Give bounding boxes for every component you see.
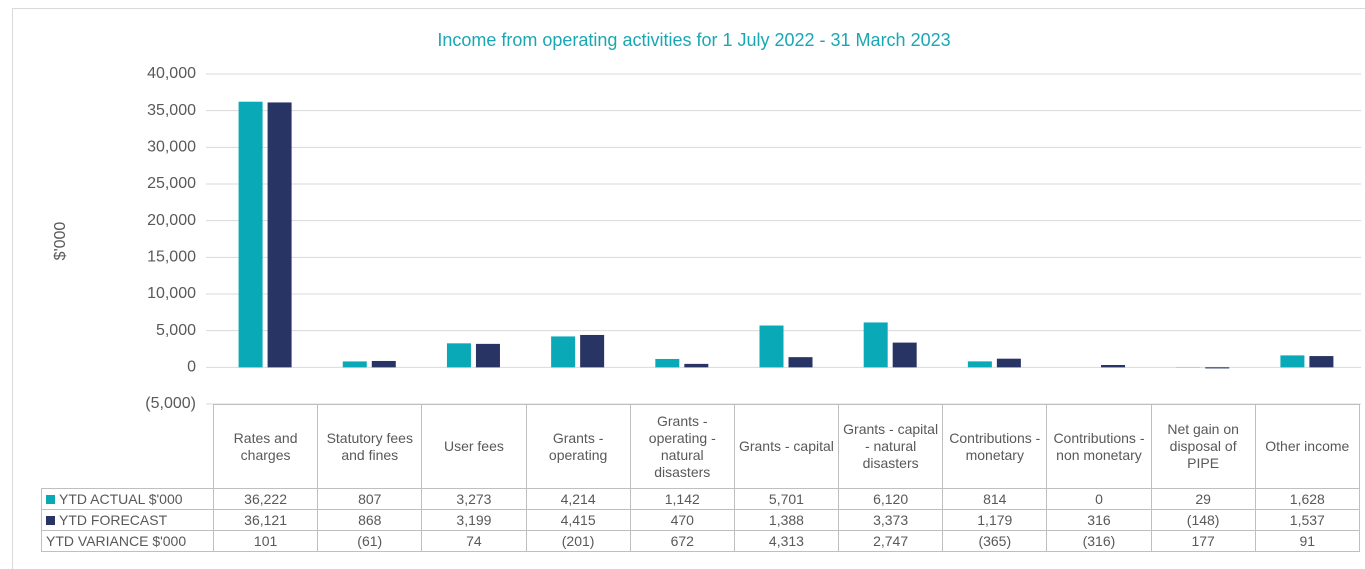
- value-cell: 5,701: [733, 488, 840, 510]
- value-cell: (316): [1046, 530, 1152, 552]
- value-cell: 1,142: [629, 488, 735, 510]
- y-tick-label: 5,000: [156, 322, 196, 339]
- y-tick-label: 20,000: [147, 212, 196, 229]
- bar: [759, 325, 784, 368]
- category-label: Grants - capital: [733, 404, 840, 489]
- chart-frame: Income from operating activities for 1 J…: [12, 8, 1365, 569]
- legend-label: YTD ACTUAL $'000: [59, 490, 183, 507]
- value-cell: 672: [629, 530, 735, 552]
- y-axis-label: $'000: [52, 222, 69, 261]
- legend-label: YTD FORECAST: [59, 511, 168, 528]
- bar: [267, 102, 292, 368]
- legend-label: YTD VARIANCE $'000: [46, 532, 187, 549]
- value-cell: (61): [317, 530, 423, 552]
- data-table: Rates and charges Statutory fees and fine…: [41, 404, 1360, 552]
- bar: [1101, 365, 1126, 368]
- legend-swatch: [46, 494, 55, 504]
- category-label: User fees: [421, 404, 527, 489]
- bar: [788, 357, 813, 368]
- value-cell: 2,747: [838, 530, 944, 552]
- value-cell: 29: [1150, 488, 1256, 510]
- bar: [580, 334, 605, 368]
- row-header: YTD ACTUAL $'000: [41, 488, 214, 510]
- bar: [892, 342, 917, 368]
- value-cell: 1,179: [942, 509, 1048, 531]
- chart-title: Income from operating activities for 1 J…: [437, 30, 950, 50]
- bar: [684, 363, 709, 368]
- value-cell: 101: [212, 530, 319, 552]
- value-cell: 36,121: [212, 509, 319, 531]
- value-cell: 36,222: [212, 488, 319, 510]
- category-label: Grants - operating: [525, 404, 631, 489]
- row-header: YTD FORECAST: [41, 509, 214, 531]
- bar: [1309, 356, 1334, 368]
- header-row: Rates and charges Statutory fees and fine…: [41, 404, 1360, 489]
- y-tick-label: 25,000: [147, 175, 196, 192]
- row-header: YTD VARIANCE $'000: [41, 530, 214, 552]
- value-cell: (148): [1150, 509, 1256, 531]
- value-cell: (201): [525, 530, 631, 552]
- series-row: YTD FORECAST 36,121 868 3,199 4,415 470 1,388 3…: [41, 509, 1360, 531]
- y-tick-label: 40,000: [147, 65, 196, 82]
- y-tick-label: 10,000: [147, 285, 196, 302]
- category-label: Grants - capital - natural disasters: [838, 404, 944, 489]
- chart: Income from operating activities for 1 J…: [52, 30, 1361, 412]
- value-cell: 814: [942, 488, 1048, 510]
- bar: [655, 358, 680, 368]
- bar: [371, 360, 396, 368]
- value-cell: 177: [1150, 530, 1256, 552]
- category-label: Rates and charges: [212, 404, 319, 489]
- value-cell: 3,199: [421, 509, 527, 531]
- value-cell: 4,214: [525, 488, 631, 510]
- bar: [551, 336, 576, 368]
- bar: [863, 322, 888, 368]
- value-cell: 0: [1046, 488, 1152, 510]
- value-cell: 4,313: [733, 530, 840, 552]
- value-cell: 1,628: [1254, 488, 1360, 510]
- value-cell: 91: [1254, 530, 1360, 552]
- value-cell: 3,273: [421, 488, 527, 510]
- bar: [475, 343, 500, 368]
- value-cell: 1,388: [733, 509, 840, 531]
- category-label: Statutory fees and fines: [317, 404, 423, 489]
- value-cell: 6,120: [838, 488, 944, 510]
- category-label: Net gain on disposal of PIPE: [1150, 404, 1256, 489]
- value-cell: 316: [1046, 509, 1152, 531]
- bar: [446, 343, 471, 368]
- series-row: YTD VARIANCE $'000 101 (61) 74 (201) 672 4,313…: [41, 530, 1360, 552]
- bar: [1205, 367, 1230, 369]
- value-cell: 74: [421, 530, 527, 552]
- category-label: Contributions - non monetary: [1046, 404, 1152, 489]
- corner: [41, 404, 214, 489]
- y-tick-label: 0: [187, 359, 196, 376]
- bar: [342, 361, 367, 368]
- category-label: Contributions - monetary: [942, 404, 1048, 489]
- legend-swatch: [46, 515, 55, 525]
- bar: [1280, 355, 1305, 368]
- value-cell: 868: [317, 509, 423, 531]
- category-label: Grants - operating - natural disasters: [629, 404, 735, 489]
- bar: [238, 101, 263, 368]
- bar: [967, 361, 992, 368]
- value-cell: (365): [942, 530, 1048, 552]
- series-row: YTD ACTUAL $'000 36,222 807 3,273 4,214 1,142…: [41, 488, 1360, 510]
- category-label: Other income: [1254, 404, 1360, 489]
- y-tick-label: 15,000: [147, 249, 196, 266]
- y-tick-label: 35,000: [147, 102, 196, 119]
- value-cell: 1,537: [1254, 509, 1360, 531]
- value-cell: 4,415: [525, 509, 631, 531]
- y-tick-label: 30,000: [147, 139, 196, 156]
- bar: [996, 358, 1021, 368]
- value-cell: 807: [317, 488, 423, 510]
- value-cell: 3,373: [838, 509, 944, 531]
- value-cell: 470: [629, 509, 735, 531]
